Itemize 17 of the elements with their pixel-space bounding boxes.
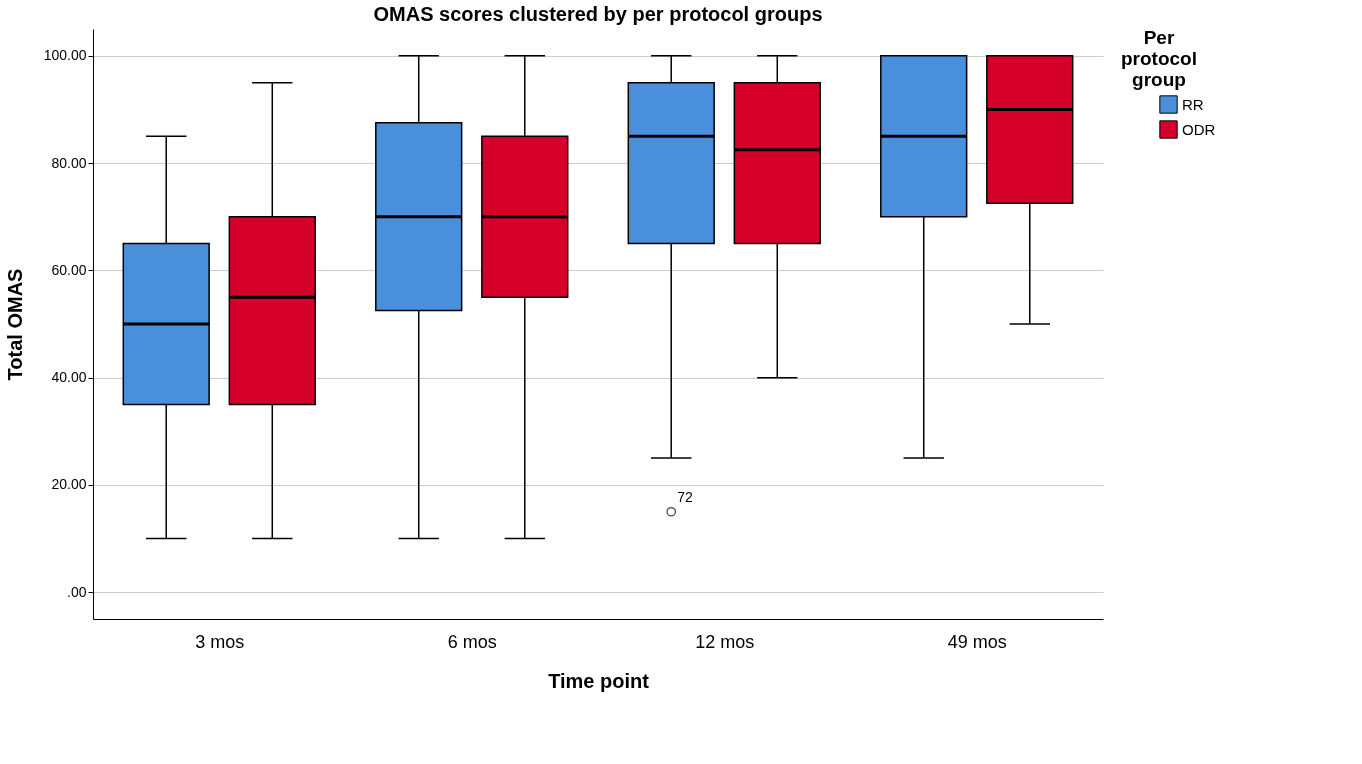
x-tick-label: 12 mos [695, 631, 755, 652]
x-tick-label: 49 mos [947, 631, 1007, 652]
y-tick-label: 40.00 [51, 369, 87, 386]
legend-label: RR [1182, 95, 1204, 113]
legend-title: Per protocol group [1121, 27, 1197, 90]
x-tick-label: 6 mos [447, 631, 497, 652]
y-tick-label: 80.00 [51, 154, 87, 171]
x-axis-title: Time point [548, 669, 650, 692]
y-tick-label: 60.00 [51, 261, 87, 278]
legend-label: ODR [1182, 120, 1216, 138]
chart-title: OMAS scores clustered by per protocol groups [373, 3, 823, 25]
y-axis-title: Total OMAS [3, 268, 26, 381]
y-tick-label: 100.00 [43, 47, 87, 64]
x-tick-label: 3 mos [195, 631, 245, 652]
annotation: 72 [677, 488, 694, 505]
y-tick-label: .00 [67, 583, 87, 600]
y-tick-label: 20.00 [51, 476, 87, 493]
